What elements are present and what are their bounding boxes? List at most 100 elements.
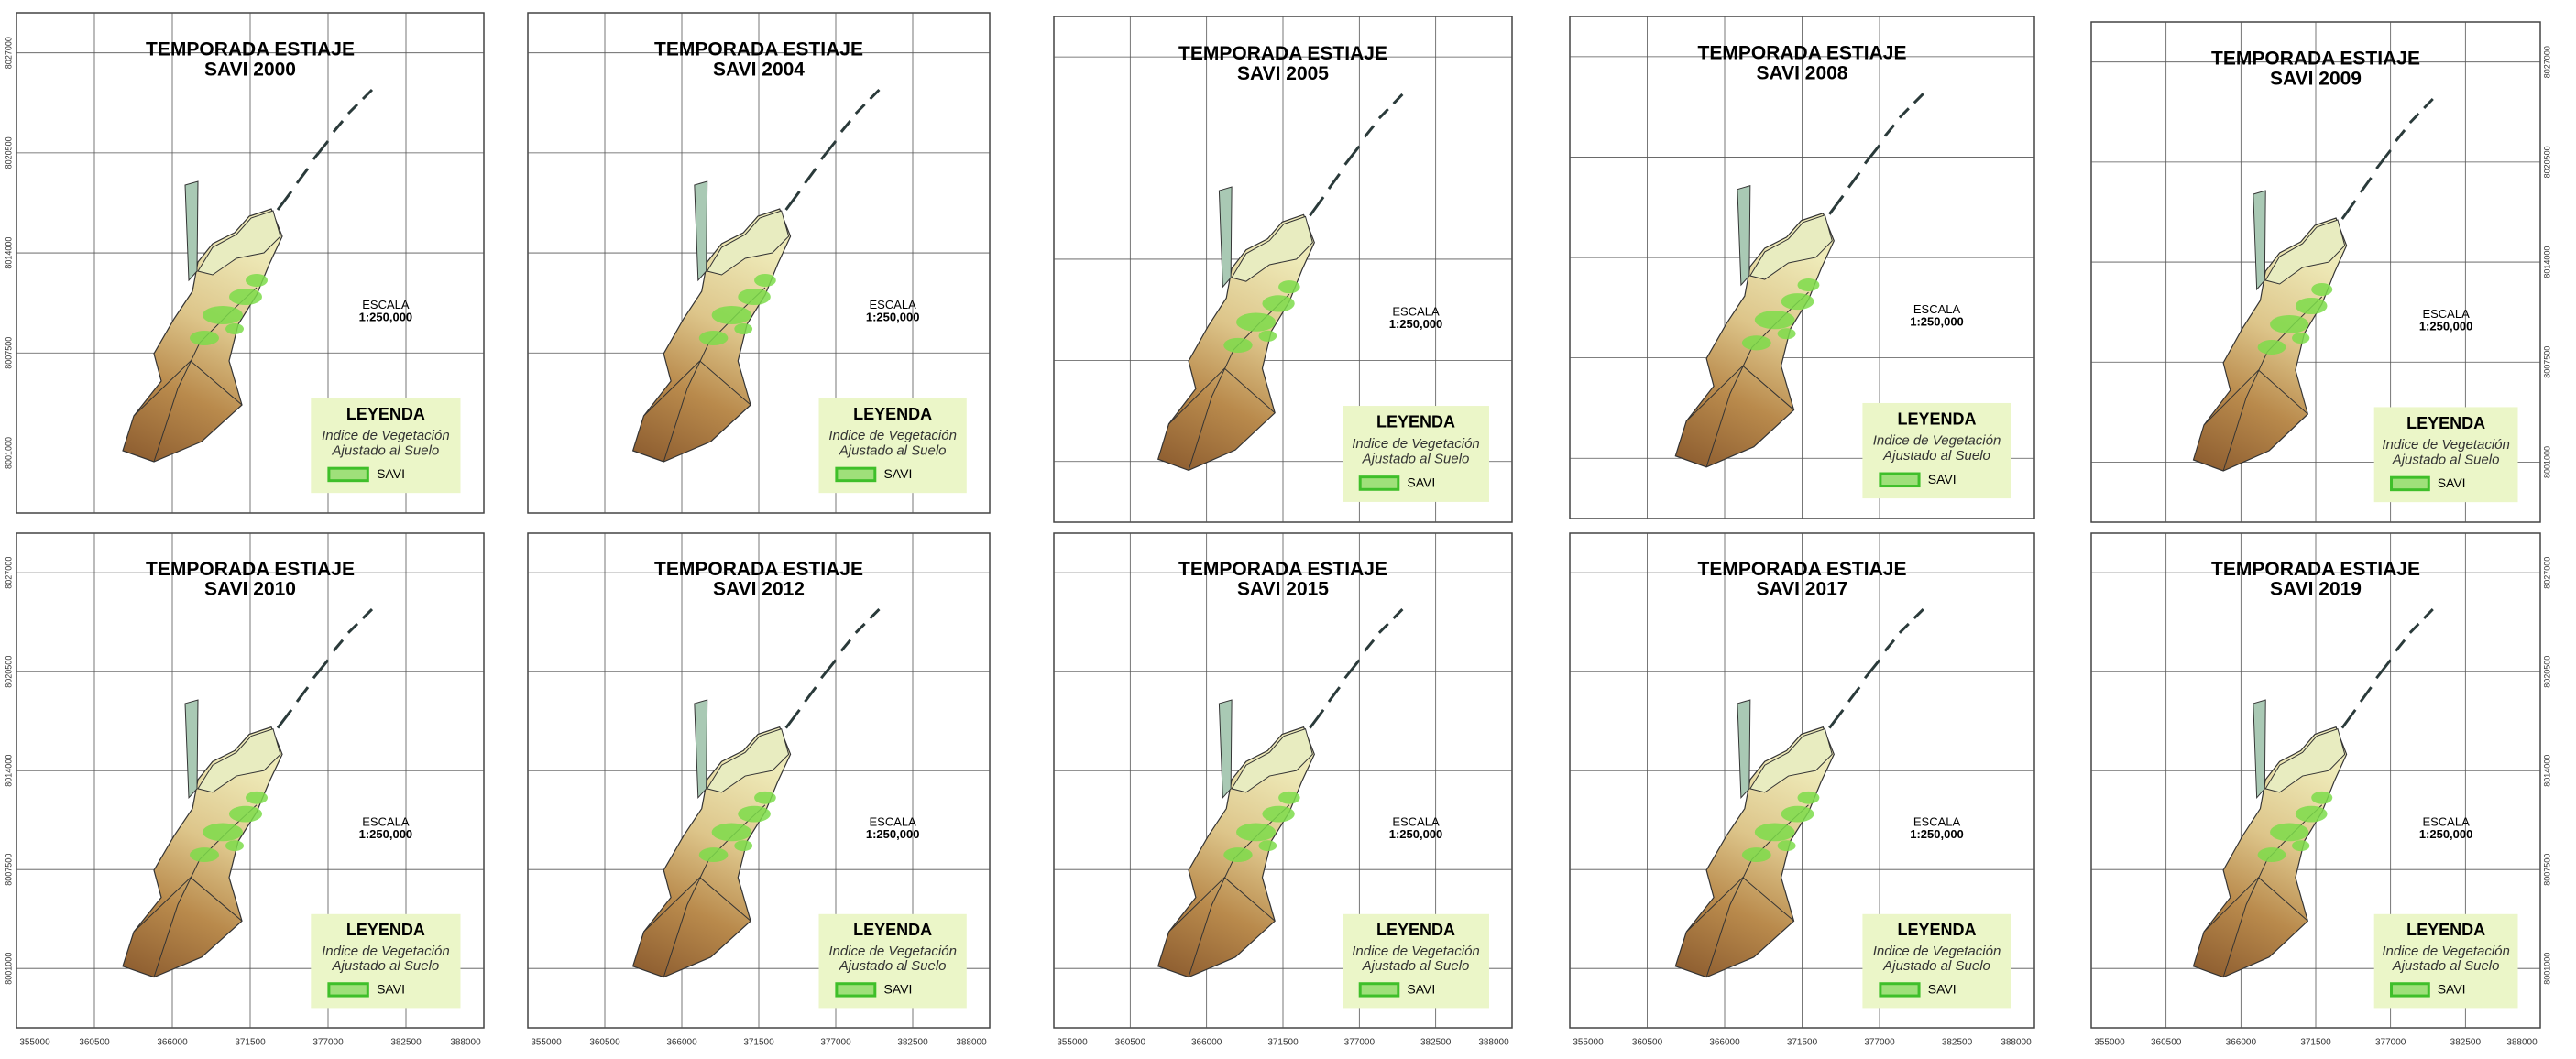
vegetation-patch (1778, 840, 1796, 851)
map-panel: TEMPORADA ESTIAJESAVI 2017ESCALA1:250,00… (1570, 533, 2034, 1048)
map-subtitle: SAVI 2008 (1756, 63, 1847, 84)
x-coord-label: 360500 (1115, 1038, 1146, 1048)
scale-value: 1:250,000 (2419, 827, 2473, 841)
vegetation-patch (246, 274, 268, 287)
legend-text: Ajustado al Suelo (1882, 448, 1990, 464)
vegetation-patch (2258, 847, 2286, 862)
x-coord-label: 371500 (1267, 1038, 1299, 1048)
vegetation-patch (2296, 298, 2328, 314)
vegetation-patch (1781, 806, 1814, 823)
x-coord-label: 360500 (589, 1038, 620, 1048)
y-coord-label: 8007500 (2542, 854, 2551, 886)
vegetation-patch (1259, 840, 1277, 851)
vegetation-patch (2311, 283, 2332, 296)
y-coord-label: 8014000 (4, 237, 13, 269)
x-coord-label: 377000 (312, 1038, 344, 1048)
map-panel: TEMPORADA ESTIAJESAVI 2015ESCALA1:250,00… (1054, 533, 1512, 1048)
y-coord-label: 8007500 (2542, 346, 2551, 378)
vegetation-patch (1236, 823, 1276, 841)
x-coord-label: 360500 (1632, 1038, 1663, 1048)
legend-text: Ajustado al Suelo (2392, 452, 2500, 467)
scale-label: ESCALA (1392, 304, 1440, 318)
legend-text: Indice de Vegetación (1352, 436, 1480, 452)
x-coord-label: 382500 (1420, 1038, 1452, 1048)
vegetation-patch (738, 289, 771, 305)
y-coord-label: 8027000 (4, 557, 13, 589)
vegetation-patch (225, 840, 244, 851)
x-coord-label: 366000 (1709, 1038, 1740, 1048)
map-subtitle: SAVI 2010 (204, 579, 296, 600)
legend-text: Ajustado al Suelo (839, 958, 947, 974)
x-coord-label: 382500 (897, 1038, 928, 1048)
x-coord-label: 388000 (2506, 1038, 2538, 1048)
legend-text: Indice de Vegetación (1873, 944, 2001, 959)
scale-value: 1:250,000 (1389, 317, 1443, 331)
vegetation-patch (225, 323, 244, 334)
x-coord-label: 377000 (1344, 1038, 1376, 1048)
map-title: TEMPORADA ESTIAJE (2211, 48, 2420, 69)
legend-text: Indice de Vegetación (322, 428, 450, 443)
x-coord-label: 355000 (19, 1038, 50, 1048)
y-coord-label: 8014000 (4, 755, 13, 787)
x-coord-label: 355000 (531, 1038, 562, 1048)
x-coord-label: 366000 (2226, 1038, 2257, 1048)
vegetation-patch (754, 274, 776, 287)
x-coord-label: 366000 (666, 1038, 697, 1048)
vegetation-patch (1781, 293, 1814, 310)
map-subtitle: SAVI 2019 (2270, 579, 2362, 600)
vegetation-patch (229, 806, 262, 823)
legend-text: Indice de Vegetación (322, 944, 450, 959)
scale-value: 1:250,000 (359, 310, 413, 323)
legend-item: SAVI (377, 466, 405, 481)
vegetation-patch (1755, 311, 1795, 329)
legend-swatch (2392, 477, 2429, 489)
vegetation-patch (1223, 338, 1252, 353)
vegetation-patch (2296, 806, 2328, 823)
legend-title: LEYENDA (1898, 921, 1977, 939)
legend-text: Ajustado al Suelo (332, 442, 440, 458)
map-title: TEMPORADA ESTIAJE (1698, 559, 1907, 580)
y-coord-label: 8014000 (2542, 246, 2551, 278)
x-coord-label: 355000 (1573, 1038, 1604, 1048)
map-title: TEMPORADA ESTIAJE (1178, 43, 1387, 64)
vegetation-patch (1223, 847, 1252, 862)
map-panel: TEMPORADA ESTIAJESAVI 2010ESCALA1:250,00… (4, 533, 484, 1048)
map-subtitle: SAVI 2005 (1237, 63, 1329, 84)
legend-title: LEYENDA (346, 921, 425, 939)
y-coord-label: 8001000 (2542, 953, 2551, 985)
vegetation-patch (1742, 847, 1771, 862)
vegetation-patch (190, 331, 219, 345)
y-coord-label: 8020500 (2542, 146, 2551, 178)
map-panel: TEMPORADA ESTIAJESAVI 2012ESCALA1:250,00… (528, 533, 990, 1048)
vegetation-patch (2258, 340, 2286, 355)
legend-title: LEYENDA (1898, 409, 1977, 428)
scale-value: 1:250,000 (2419, 319, 2473, 333)
map-title: TEMPORADA ESTIAJE (654, 559, 863, 580)
legend-item: SAVI (2438, 982, 2466, 997)
legend-text: Ajustado al Suelo (1882, 958, 1990, 974)
vegetation-patch (190, 847, 219, 862)
x-coord-label: 366000 (1191, 1038, 1222, 1048)
scale-value: 1:250,000 (1389, 827, 1443, 841)
vegetation-patch (203, 306, 243, 324)
legend-text: Indice de Vegetación (1873, 433, 2001, 449)
y-coord-label: 8014000 (2542, 755, 2551, 787)
x-coord-label: 360500 (79, 1038, 110, 1048)
legend-title: LEYENDA (2406, 921, 2485, 939)
legend-swatch (1360, 984, 1398, 996)
x-coord-label: 355000 (2094, 1038, 2125, 1048)
vegetation-patch (738, 806, 771, 823)
legend-swatch (2392, 984, 2429, 996)
vegetation-patch (1278, 280, 1300, 293)
legend-text: Ajustado al Suelo (2392, 958, 2500, 974)
vegetation-patch (1778, 328, 1796, 339)
x-coord-label: 371500 (235, 1038, 266, 1048)
y-coord-label: 8027000 (2542, 46, 2551, 78)
legend-text: Ajustado al Suelo (332, 958, 440, 974)
y-coord-label: 8007500 (4, 854, 13, 886)
vegetation-patch (2311, 792, 2332, 804)
y-coord-label: 8020500 (4, 656, 13, 688)
legend-item: SAVI (1928, 982, 1957, 997)
